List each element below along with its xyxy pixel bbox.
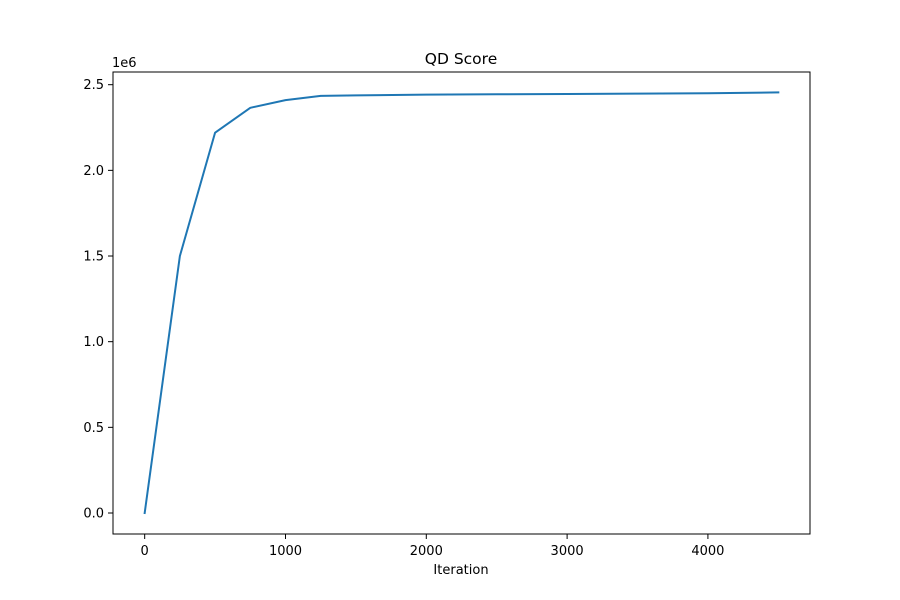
x-tick-label: 3000 xyxy=(551,544,584,559)
y-tick-label: 0.0 xyxy=(83,506,104,521)
x-tick-label: 4000 xyxy=(691,544,724,559)
y-tick-label: 1.5 xyxy=(83,250,104,265)
x-tick-label: 0 xyxy=(141,544,149,559)
y-tick-label: 2.5 xyxy=(83,78,104,93)
y-tick-label: 2.0 xyxy=(83,164,104,179)
x-axis-label: Iteration xyxy=(433,563,488,578)
series-line-0 xyxy=(143,91,780,515)
y-tick-label: 1.0 xyxy=(83,335,104,350)
x-tick-label: 2000 xyxy=(410,544,443,559)
x-tick-label: 1000 xyxy=(269,544,302,559)
plot-area: 0 1000 2000 3000 4000 0.0 0.5 1.0 1.5 2.0 2.5 xyxy=(83,71,811,559)
y-tick-label: 0.5 xyxy=(83,421,104,436)
y-offset-label: 1e6 xyxy=(112,56,137,71)
axes-frame xyxy=(112,71,811,535)
chart-title: QD Score xyxy=(425,50,497,68)
